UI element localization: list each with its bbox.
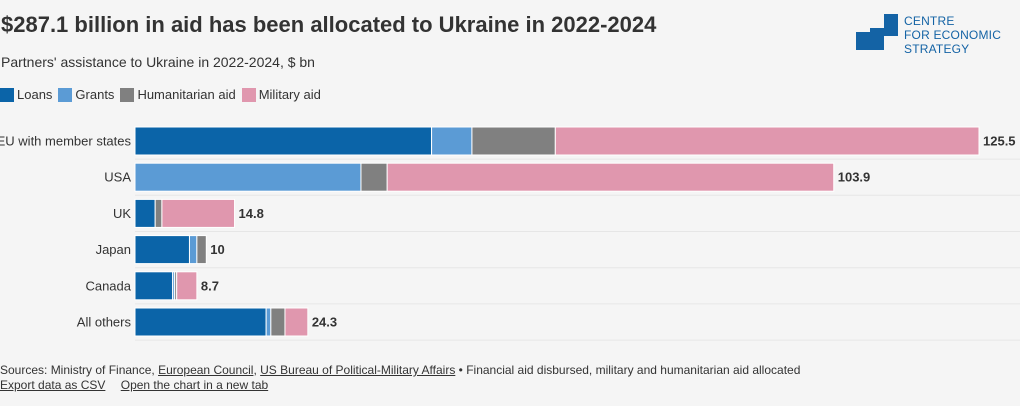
bar-all-others-grants[interactable] <box>265 307 272 337</box>
logo-mark-icon <box>856 14 898 50</box>
total-label-uk: 14.8 <box>239 206 264 221</box>
legend-item-humanitarian[interactable]: Humanitarian aid <box>120 87 236 102</box>
export-csv-link[interactable]: Export data as CSV <box>0 378 106 392</box>
bar-all-others-humanitarian-aid[interactable] <box>270 307 286 337</box>
category-label-usa: USA <box>104 170 131 185</box>
bar-uk-humanitarian-aid[interactable] <box>154 198 163 228</box>
legend-label-grants: Grants <box>75 87 115 102</box>
total-label-eu-with-member-states: 125.5 <box>983 134 1016 149</box>
bar-canada-military-aid[interactable] <box>176 271 198 301</box>
sources-note: • Financial aid disbursed, military and … <box>455 363 801 377</box>
bar-eu-with-member-states-grants[interactable] <box>431 126 473 156</box>
bar-eu-with-member-states-military-aid[interactable] <box>554 126 980 156</box>
legend-item-loans[interactable]: Loans <box>0 87 52 102</box>
bar-usa-military-aid[interactable] <box>386 162 835 192</box>
bar-uk-loans[interactable] <box>134 198 156 228</box>
logo-line-3: STRATEGY <box>904 42 970 56</box>
bar-canada-loans[interactable] <box>134 271 174 301</box>
bar-japan-loans[interactable] <box>134 235 190 265</box>
total-label-usa: 103.9 <box>838 170 871 185</box>
sources-separator: , <box>253 363 261 377</box>
ces-logo: CENTRE FOR ECONOMIC STRATEGY <box>856 14 1016 58</box>
sources-prefix: Sources: Ministry of Finance, <box>0 363 159 377</box>
legend-swatch-military <box>241 87 256 102</box>
sources-line: Sources: Ministry of Finance, European C… <box>0 363 800 378</box>
bar-usa-humanitarian-aid[interactable] <box>360 162 388 192</box>
legend-item-grants[interactable]: Grants <box>58 87 114 102</box>
bar-all-others-military-aid[interactable] <box>284 307 309 337</box>
european-council-link[interactable]: European Council <box>158 363 254 377</box>
bar-usa-grants[interactable] <box>134 162 362 192</box>
category-label-canada: Canada <box>85 278 131 293</box>
category-label-japan: Japan <box>96 242 131 257</box>
legend-label-military: Military aid <box>258 87 321 102</box>
logo-line-1: CENTRE <box>904 14 955 28</box>
logo-line-2: FOR ECONOMIC <box>904 28 1002 42</box>
stacked-bar-chart: EU with member states 125.5 USA 103.9 UK 14.8… <box>0 126 1020 341</box>
chart-title: $287.1 billion in aid has been allocated… <box>1 12 657 37</box>
category-label-all-others: All others <box>77 315 132 330</box>
legend-item-military[interactable]: Military aid <box>241 87 321 102</box>
bar-eu-with-member-states-humanitarian-aid[interactable] <box>471 126 556 156</box>
bar-uk-military-aid[interactable] <box>161 198 236 228</box>
bar-japan-grants[interactable] <box>188 235 198 265</box>
us-bureau-link[interactable]: US Bureau of Political-Military Affairs <box>260 363 456 377</box>
chart-subtitle: Partners' assistance to Ukraine in 2022-… <box>1 54 315 70</box>
legend-label-humanitarian: Humanitarian aid <box>137 87 236 102</box>
legend-swatch-humanitarian <box>120 87 135 102</box>
total-label-canada: 8.7 <box>201 278 219 293</box>
category-label-eu-with-member-states: EU with member states <box>0 134 131 149</box>
open-chart-link[interactable]: Open the chart in a new tab <box>120 378 269 392</box>
total-label-japan: 10 <box>210 242 224 257</box>
bar-japan-humanitarian-aid[interactable] <box>196 235 207 265</box>
footer: Sources: Ministry of Finance, European C… <box>0 363 800 393</box>
bar-all-others-loans[interactable] <box>134 307 267 337</box>
total-label-all-others: 24.3 <box>312 315 337 330</box>
bar-eu-with-member-states-loans[interactable] <box>134 126 433 156</box>
footer-actions: Export data as CSV Open the chart in a n… <box>0 378 800 393</box>
legend-label-loans: Loans <box>17 87 53 102</box>
legend-swatch-loans <box>0 87 14 102</box>
category-label-uk: UK <box>113 206 131 221</box>
legend-swatch-grants <box>58 87 73 102</box>
legend: Loans Grants Humanitarian aid Military a… <box>0 87 327 102</box>
logo-text: CENTRE FOR ECONOMIC STRATEGY <box>904 14 1001 56</box>
